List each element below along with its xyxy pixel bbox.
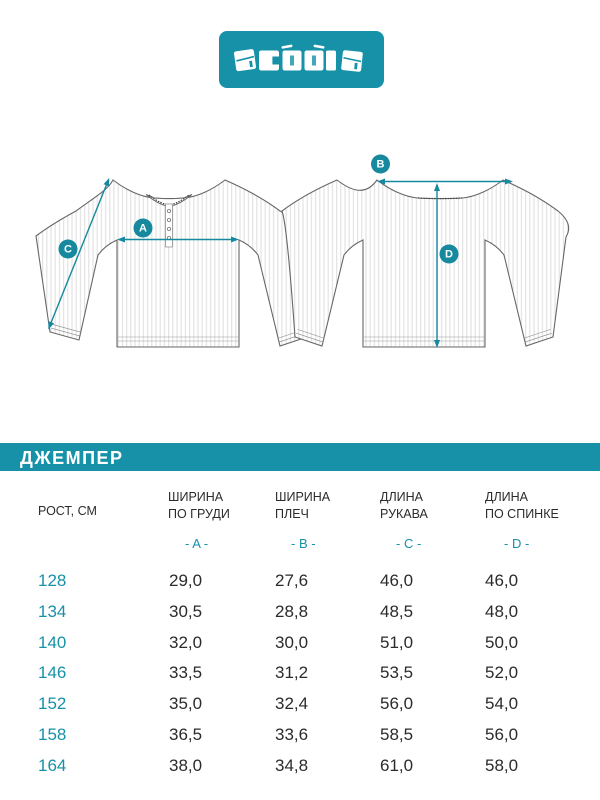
svg-text:C: C: [64, 244, 72, 256]
svg-text:B: B: [377, 159, 385, 171]
svg-text:D: D: [445, 249, 453, 261]
svg-text:A: A: [139, 223, 147, 235]
